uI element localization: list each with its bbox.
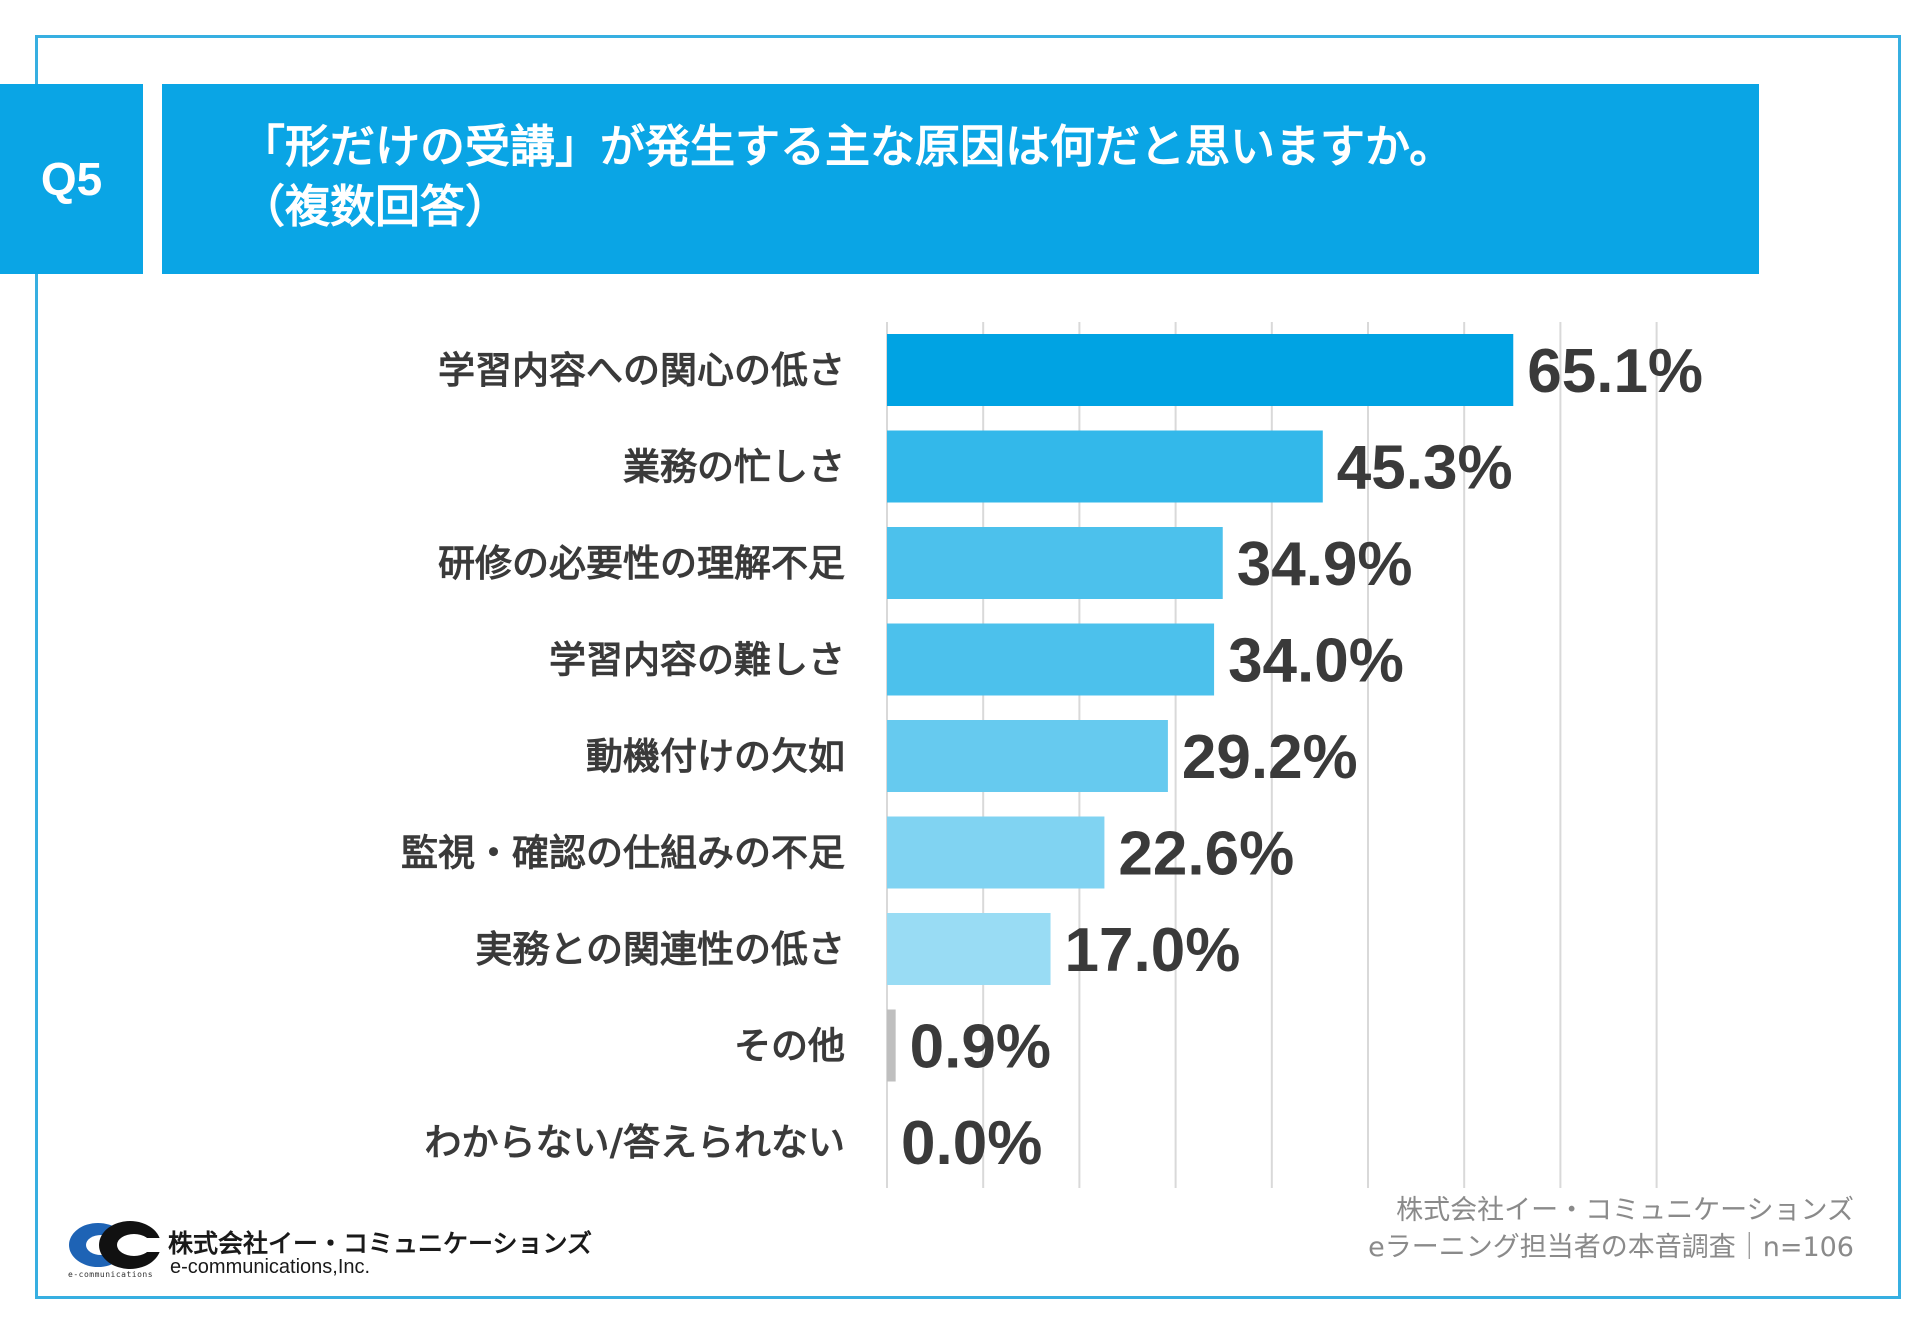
question-title-line2: （複数回答） bbox=[240, 180, 511, 233]
chart-bars bbox=[887, 334, 1514, 1082]
bar bbox=[887, 527, 1223, 599]
category-label: 研修の必要性の理解不足 bbox=[438, 542, 845, 585]
category-label: 実務との関連性の低さ bbox=[475, 928, 845, 971]
survey-source: 株式会社イー・コミュニケーションズ eラーニング担当者の本音調査｜n=106 bbox=[1368, 1192, 1854, 1266]
category-label: 学習内容の難しさ bbox=[549, 639, 845, 682]
value-label: 65.1% bbox=[1527, 337, 1703, 406]
value-label: 34.9% bbox=[1237, 530, 1413, 599]
value-label: 0.9% bbox=[910, 1013, 1051, 1082]
company-name-en: e-communications,Inc. bbox=[170, 1256, 371, 1278]
chart-value-labels: 65.1%45.3% 34.9% 34.0% 29.2% 22.6% 17.0%0.9% 0… bbox=[901, 337, 1703, 1178]
bar bbox=[887, 623, 1215, 696]
company-logo: e-communications 株式会社イー・コミュニケーションズ e-com… bbox=[68, 1218, 592, 1279]
category-label: わからない/答えられない bbox=[424, 1121, 845, 1164]
category-label: その他 bbox=[734, 1025, 845, 1068]
question-title-line1: 「形だけの受講」が発生する主な原因は何だと思いますか。 bbox=[240, 120, 1455, 173]
value-label: 22.6% bbox=[1118, 820, 1294, 889]
value-label: 17.0% bbox=[1065, 916, 1241, 985]
value-label: 0.0% bbox=[901, 1109, 1042, 1178]
bar bbox=[887, 334, 1514, 406]
bar bbox=[887, 430, 1323, 503]
question-badge: Q5 bbox=[0, 84, 143, 274]
logo-caption: e-communications bbox=[68, 1270, 154, 1279]
category-label: 学習内容への関心の低さ bbox=[438, 349, 845, 392]
source-company: 株式会社イー・コミュニケーションズ bbox=[1396, 1195, 1854, 1226]
value-label: 29.2% bbox=[1182, 723, 1358, 792]
bar bbox=[887, 1009, 896, 1082]
category-label: 監視・確認の仕組みの不足 bbox=[401, 832, 845, 875]
value-label: 45.3% bbox=[1337, 434, 1513, 503]
category-label: 動機付けの欠如 bbox=[586, 735, 845, 778]
bar bbox=[887, 816, 1105, 889]
question-title-box: 「形だけの受講」が発生する主な原因は何だと思いますか。 （複数回答） bbox=[162, 84, 1759, 274]
value-label: 34.0% bbox=[1228, 627, 1404, 696]
chart-category-labels: 学習内容への関心の低さ業務の忙しさ研修の必要性の理解不足学習内容の難しさ動機付け… bbox=[401, 349, 845, 1164]
source-survey-info: eラーニング担当者の本音調査｜n=106 bbox=[1368, 1232, 1854, 1263]
bar bbox=[887, 913, 1051, 985]
company-name-ja: 株式会社イー・コミュニケーションズ bbox=[168, 1229, 593, 1258]
bar bbox=[887, 720, 1168, 792]
e-communications-logo-icon bbox=[69, 1221, 163, 1269]
category-label: 業務の忙しさ bbox=[623, 446, 845, 489]
